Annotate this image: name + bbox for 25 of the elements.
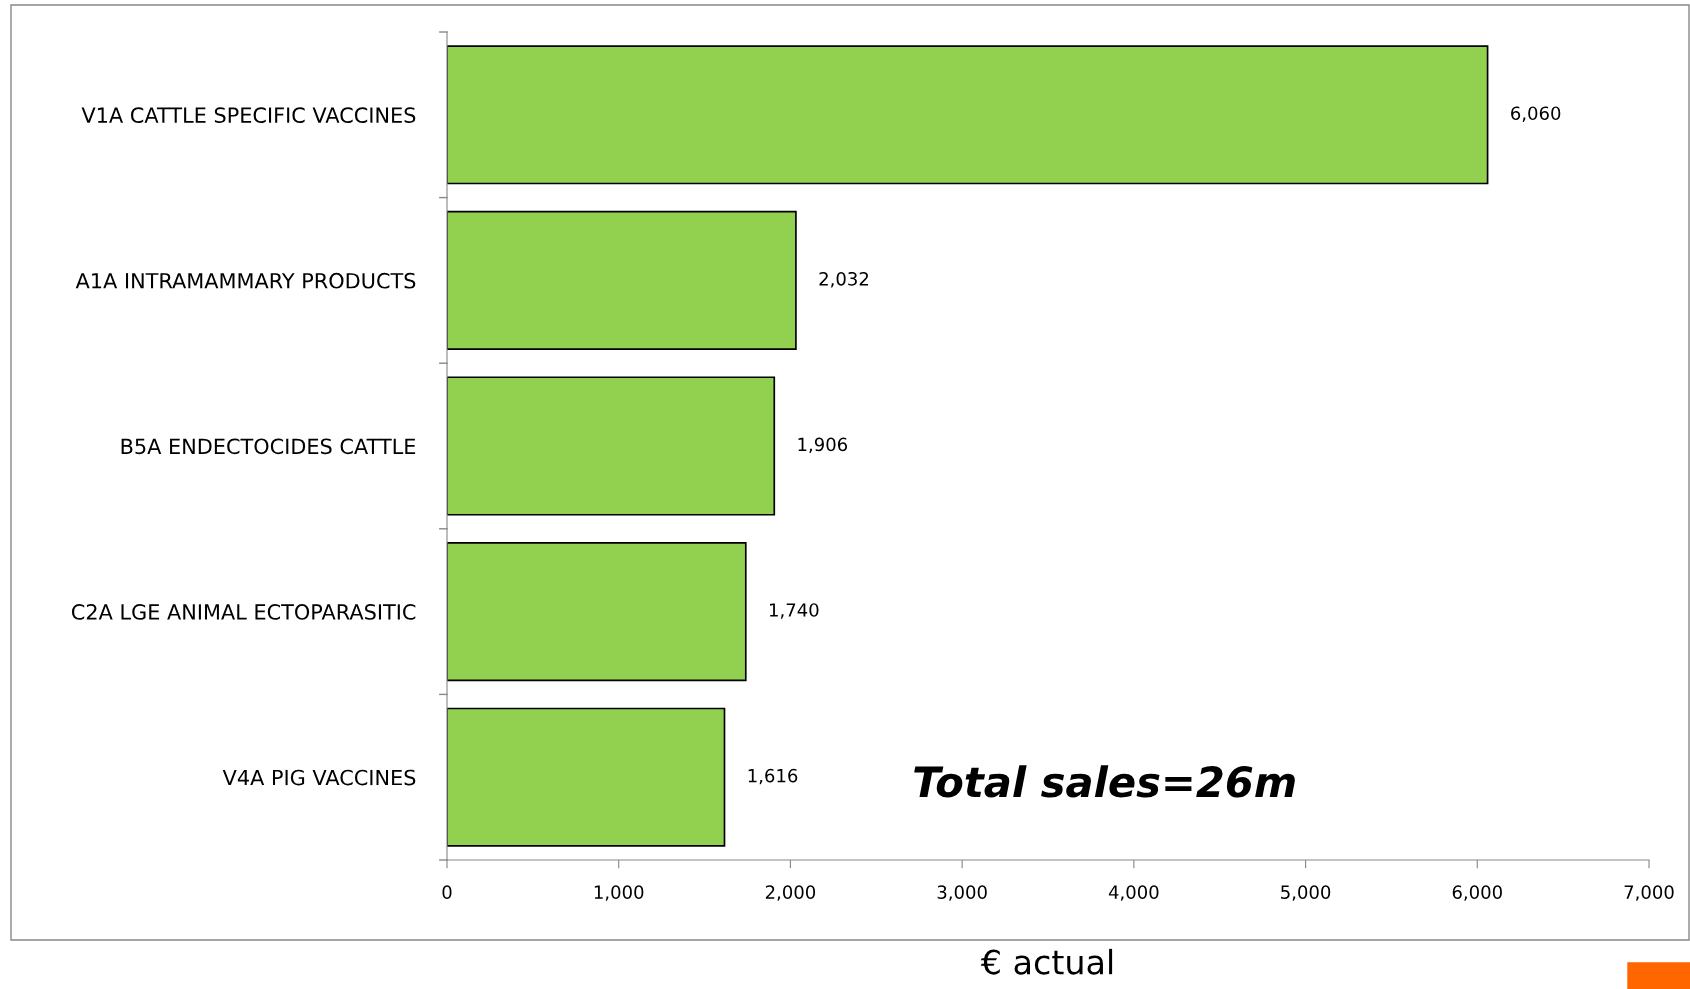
y-tick-label: V4A PIG VACCINES (222, 769, 416, 786)
bar (447, 376, 776, 516)
x-tick-label: 6,000 (1452, 885, 1502, 901)
x-tick-label: 5,000 (1281, 885, 1331, 901)
bar (447, 707, 726, 847)
data-label: 1,906 (798, 437, 848, 454)
bar (447, 45, 1489, 185)
data-label: 2,032 (819, 271, 869, 288)
data-label: 1,616 (748, 768, 798, 785)
bar (447, 210, 797, 350)
data-label: 1,740 (769, 603, 819, 619)
x-tick-label: 7,000 (1624, 885, 1674, 901)
x-tick-label: 2,000 (765, 885, 816, 901)
x-tick-label: 3,000 (937, 885, 987, 901)
y-tick-label: V1A CATTLE SPECIFIC VACCINES (81, 107, 416, 124)
y-tick-label: A1A INTRAMAMMARY PRODUCTS (75, 272, 416, 289)
x-tick-label: 0 (442, 885, 452, 899)
y-tick-label: C2A LGE ANIMAL ECTOPARASITIC (71, 604, 416, 620)
x-tick-label: 1,000 (594, 885, 644, 901)
data-label: 6,060 (1511, 106, 1561, 122)
bar (447, 542, 747, 682)
x-tick-label: 4,000 (1108, 885, 1159, 901)
x-axis-title: € actual (980, 948, 1113, 975)
y-tick-label: B5A ENDECTOCIDES CATTLE (121, 438, 416, 455)
annotation: Total sales=26m (914, 765, 1295, 798)
